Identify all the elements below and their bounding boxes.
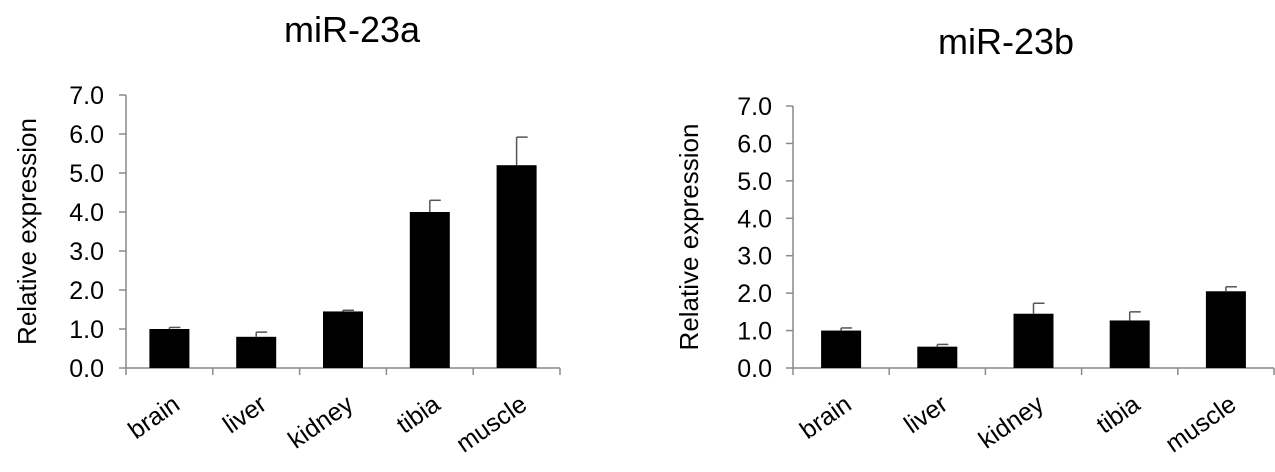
x-tick-label-kidney: kidney <box>283 390 359 455</box>
y-tick-label: 5.0 <box>737 168 772 196</box>
x-tick-label-kidney: kidney <box>974 390 1050 455</box>
bar-kidney <box>323 311 363 368</box>
y-tick-label: 1.0 <box>737 318 772 346</box>
y-tick-label: 2.0 <box>737 280 772 308</box>
y-tick-label: 0.0 <box>69 355 104 383</box>
y-tick-label: 4.0 <box>69 199 104 227</box>
bar-brain <box>821 330 862 368</box>
x-tick-label-tibia: tibia <box>1092 390 1146 439</box>
x-tick-label-brain: brain <box>795 390 857 445</box>
y-tick-label: 7.0 <box>69 82 104 110</box>
y-tick-label: 1.0 <box>69 316 104 344</box>
y-tick-label: 5.0 <box>69 160 104 188</box>
x-tick-label-liver: liver <box>899 390 953 439</box>
y-tick-label: 6.0 <box>737 130 772 158</box>
bar-kidney <box>1013 313 1054 368</box>
bar-muscle <box>496 165 537 368</box>
chart-title: miR-23a <box>284 9 421 50</box>
y-axis-label: Relative expression <box>12 118 42 345</box>
x-tick-label-muscle: muscle <box>451 390 532 458</box>
x-tick-label-muscle: muscle <box>1160 390 1241 458</box>
bar-liver <box>236 336 277 368</box>
bar-liver <box>917 346 958 368</box>
bar-brain <box>149 329 190 368</box>
y-tick-label: 3.0 <box>737 243 772 271</box>
x-tick-label-liver: liver <box>218 390 272 439</box>
y-tick-label: 3.0 <box>69 238 104 266</box>
x-tick-label-brain: brain <box>123 390 185 445</box>
y-tick-label: 2.0 <box>69 277 104 305</box>
y-axis-label: Relative expression <box>674 124 704 351</box>
y-tick-label: 4.0 <box>737 205 772 233</box>
bar-tibia <box>1109 320 1150 368</box>
bar-tibia <box>409 212 450 368</box>
y-tick-label: 7.0 <box>737 93 772 121</box>
chart-title: miR-23b <box>938 21 1074 62</box>
x-tick-label-tibia: tibia <box>392 390 446 439</box>
y-tick-label: 0.0 <box>737 355 772 383</box>
bar-muscle <box>1205 291 1246 368</box>
y-tick-label: 6.0 <box>69 121 104 149</box>
